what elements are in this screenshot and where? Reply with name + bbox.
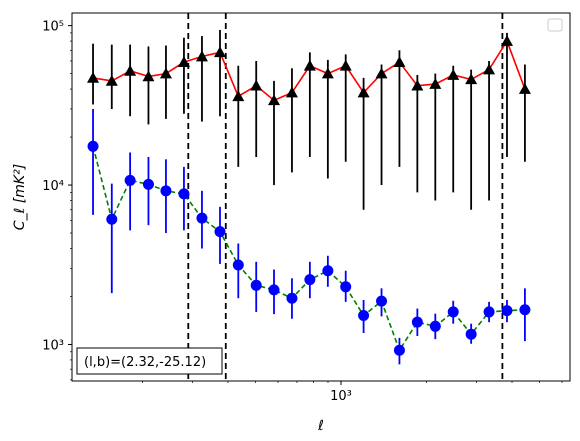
plot-area bbox=[87, 13, 531, 381]
data-point bbox=[304, 274, 316, 286]
data-point bbox=[214, 226, 226, 238]
y-axis: 10³ 10⁴ 10⁵ bbox=[42, 20, 72, 381]
data-point bbox=[322, 265, 334, 277]
data-point bbox=[87, 71, 100, 83]
data-point bbox=[357, 86, 370, 98]
data-point bbox=[142, 178, 154, 190]
x-axis: 10³ bbox=[142, 381, 563, 404]
data-point bbox=[500, 35, 513, 46]
data-point bbox=[160, 185, 172, 197]
data-point bbox=[285, 86, 298, 98]
data-point bbox=[213, 46, 226, 58]
data-point bbox=[250, 279, 262, 291]
axes-frame bbox=[71, 12, 571, 382]
data-point bbox=[339, 59, 352, 71]
data-point bbox=[196, 212, 208, 224]
data-point bbox=[105, 74, 118, 86]
data-point bbox=[178, 188, 190, 200]
data-point bbox=[519, 304, 531, 316]
data-point bbox=[232, 259, 244, 271]
data-point bbox=[375, 67, 388, 79]
data-point bbox=[195, 50, 208, 62]
data-point bbox=[250, 79, 263, 91]
data-point bbox=[447, 306, 459, 318]
legend-box bbox=[547, 18, 563, 32]
data-point bbox=[124, 174, 136, 186]
data-point bbox=[518, 83, 531, 94]
data-point bbox=[87, 140, 99, 152]
data-point bbox=[124, 64, 137, 76]
series-line bbox=[92, 146, 525, 353]
annotation-box: (l,b)=(2.32,-25.12) bbox=[76, 347, 223, 375]
data-point bbox=[411, 316, 423, 328]
data-point bbox=[268, 94, 281, 106]
y-tick-label: 10⁴ bbox=[42, 179, 64, 194]
data-point bbox=[177, 56, 190, 67]
data-point bbox=[358, 309, 370, 321]
data-point bbox=[501, 305, 513, 317]
annotation-text: (l,b)=(2.32,-25.12) bbox=[84, 355, 206, 370]
data-point bbox=[447, 69, 460, 80]
x-axis-label: ℓ bbox=[317, 418, 324, 434]
y-tick-label: 10⁵ bbox=[42, 20, 64, 35]
y-tick-label: 10³ bbox=[42, 338, 64, 353]
data-point bbox=[232, 90, 245, 102]
data-point bbox=[393, 344, 405, 356]
data-point bbox=[465, 73, 478, 85]
data-point bbox=[393, 56, 406, 67]
data-point bbox=[483, 306, 495, 318]
data-point bbox=[376, 295, 388, 307]
data-point bbox=[483, 63, 496, 75]
data-point bbox=[286, 292, 298, 304]
data-point bbox=[465, 328, 477, 340]
data-point bbox=[340, 281, 352, 293]
data-point bbox=[142, 70, 155, 82]
data-point bbox=[321, 67, 334, 79]
data-point bbox=[106, 213, 118, 225]
y-axis-label: C_ℓ [mK²] bbox=[12, 164, 28, 230]
x-tick-label: 10³ bbox=[330, 389, 352, 404]
data-point bbox=[429, 320, 441, 332]
data-point bbox=[411, 79, 424, 91]
data-point bbox=[159, 67, 172, 79]
data-point bbox=[303, 59, 316, 71]
data-point bbox=[268, 284, 280, 296]
data-point bbox=[429, 78, 442, 89]
